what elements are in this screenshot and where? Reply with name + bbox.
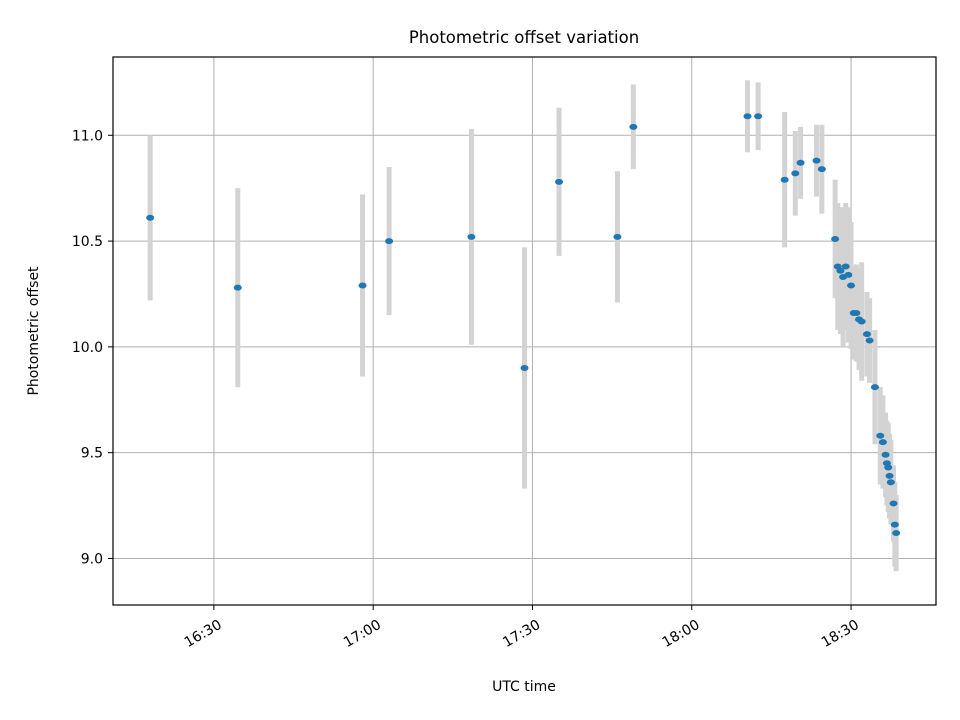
data-point bbox=[844, 271, 853, 278]
data-point bbox=[841, 263, 850, 270]
data-point bbox=[886, 479, 895, 486]
x-axis-label: UTC time bbox=[492, 679, 556, 695]
y-tick-label: 11.0 bbox=[72, 128, 103, 144]
data-point bbox=[146, 214, 155, 221]
data-point bbox=[796, 159, 805, 166]
data-point bbox=[852, 310, 861, 317]
data-point bbox=[889, 500, 898, 507]
data-point bbox=[885, 472, 894, 479]
plot-frame bbox=[112, 56, 937, 606]
data-point bbox=[870, 384, 879, 391]
y-tick-label: 10.0 bbox=[72, 340, 103, 356]
data-point bbox=[791, 170, 800, 177]
data-point bbox=[743, 113, 752, 120]
data-point bbox=[233, 284, 242, 291]
data-point bbox=[878, 439, 887, 446]
data-point bbox=[467, 233, 476, 240]
data-point bbox=[881, 451, 890, 458]
data-points bbox=[146, 113, 901, 537]
data-point bbox=[629, 123, 638, 130]
data-point bbox=[358, 282, 367, 289]
data-point bbox=[865, 337, 874, 344]
data-point bbox=[847, 282, 856, 289]
data-point bbox=[613, 233, 622, 240]
data-point bbox=[780, 176, 789, 183]
data-point bbox=[817, 166, 826, 173]
data-point bbox=[890, 521, 899, 528]
data-point bbox=[754, 113, 763, 120]
data-point bbox=[831, 235, 840, 242]
chart-title: Photometric offset variation bbox=[409, 28, 639, 47]
data-point bbox=[555, 178, 564, 185]
data-point bbox=[884, 464, 893, 471]
y-tick-label: 9.0 bbox=[81, 551, 103, 567]
data-point bbox=[520, 365, 529, 372]
y-axis-label: Photometric offset bbox=[26, 266, 42, 396]
data-point bbox=[385, 238, 394, 245]
data-point bbox=[857, 318, 866, 325]
y-tick-label: 10.5 bbox=[72, 234, 103, 250]
y-axis-ticks: 9.0 9.5 10.0 10.5 11.0 bbox=[72, 128, 113, 567]
data-point bbox=[876, 432, 885, 439]
y-tick-label: 9.5 bbox=[81, 446, 103, 462]
data-point bbox=[862, 331, 871, 338]
data-point bbox=[892, 530, 901, 537]
data-point bbox=[812, 157, 821, 164]
data-point bbox=[836, 267, 845, 274]
